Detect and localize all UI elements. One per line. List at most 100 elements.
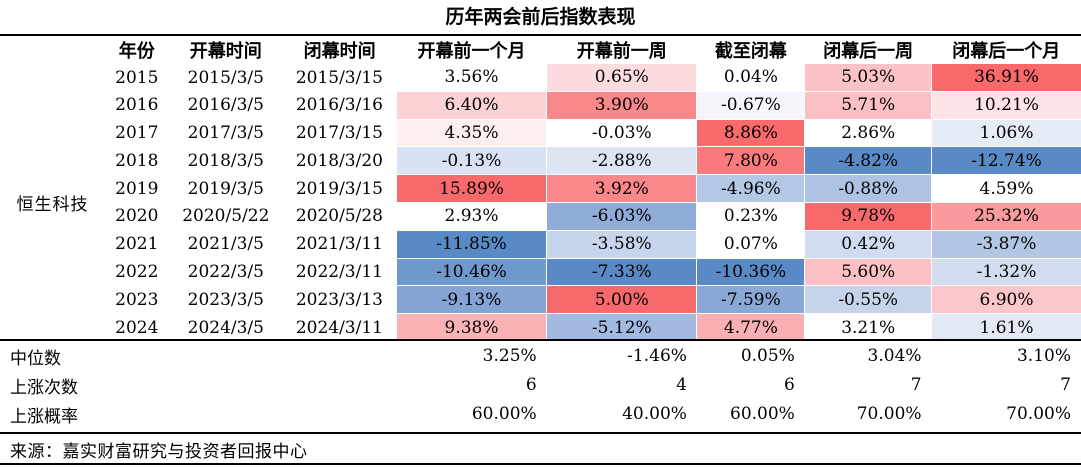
table-row: 2020 2020/5/22 2020/5/28 2.93% -6.03% 0.23% 9.… xyxy=(0,202,1081,231)
value-cell: 36.91% xyxy=(931,64,1081,92)
value-cell: 10.21% xyxy=(931,91,1081,120)
header-after-month: 闭幕后一个月 xyxy=(952,41,1061,62)
value-cell: 4.35% xyxy=(395,119,547,148)
table-row: 2023 2023/3/5 2023/3/13 -9.13% 5.00% -7.59% -0… xyxy=(0,285,1081,315)
summary-value: 4 xyxy=(676,375,687,396)
value-cell: -12.74% xyxy=(931,146,1081,176)
summary-label: 上涨次数 xyxy=(10,377,78,398)
header-to-close: 截至闭幕 xyxy=(714,41,787,62)
value-cell: 0.04% xyxy=(696,64,805,92)
close-date-cell: 2018/3/20 xyxy=(295,150,383,171)
summary-value: 3.10% xyxy=(1016,346,1071,367)
open-date-cell: 2021/3/5 xyxy=(187,234,264,255)
value-cell: 3.21% xyxy=(804,313,932,342)
summary-value: 7 xyxy=(1060,375,1071,396)
year-cell: 2017 xyxy=(115,122,159,143)
summary-rule xyxy=(0,339,1081,341)
summary-value: 70.00% xyxy=(1006,404,1071,425)
value-cell: -5.12% xyxy=(546,313,697,342)
summary-value: 3.25% xyxy=(482,346,537,367)
value-cell: 9.78% xyxy=(804,202,932,231)
value-cell: 1.61% xyxy=(931,313,1081,342)
value-cell: -1.32% xyxy=(931,258,1081,287)
close-date-cell: 2023/3/13 xyxy=(295,289,383,310)
value-cell: 25.32% xyxy=(931,202,1081,231)
value-cell: -0.67% xyxy=(696,91,805,120)
value-cell: -9.13% xyxy=(395,285,547,315)
value-cell: 0.23% xyxy=(696,202,805,231)
value-cell: 5.60% xyxy=(804,258,932,287)
summary-value: 60.00% xyxy=(730,404,795,425)
value-cell: 0.65% xyxy=(546,64,697,92)
value-cell: -2.88% xyxy=(546,146,697,176)
summary-value: 0.05% xyxy=(740,346,795,367)
value-cell: 0.07% xyxy=(696,230,805,259)
close-date-cell: 2020/5/28 xyxy=(295,206,383,227)
value-cell: 5.03% xyxy=(804,64,932,92)
table-row: 2022 2022/3/5 2022/3/11 -10.46% -7.33% -10.36… xyxy=(0,258,1081,287)
table-title: 历年两会前后指数表现 xyxy=(445,6,636,28)
close-date-cell: 2019/3/15 xyxy=(295,178,383,199)
value-cell: -4.82% xyxy=(804,146,932,176)
header-row: 年份 开幕时间 闭幕时间 开幕前一个月 开幕前一周 截至闭幕 闭幕后一周 闭幕后… xyxy=(0,36,1081,64)
value-cell: 4.59% xyxy=(931,174,1081,203)
year-cell: 2018 xyxy=(115,150,159,171)
close-date-cell: 2017/3/15 xyxy=(295,122,383,143)
open-date-cell: 2015/3/5 xyxy=(187,67,264,88)
header-before-month: 开幕前一个月 xyxy=(417,41,526,62)
source-note: 来源：嘉实财富研究与投资者回报中心 xyxy=(10,442,308,462)
table-row: 2021 2021/3/5 2021/3/11 -11.85% -3.58% 0.07% 0… xyxy=(0,230,1081,259)
value-cell: 6.90% xyxy=(931,285,1081,315)
open-date-cell: 2018/3/5 xyxy=(187,150,264,171)
value-cell: -7.33% xyxy=(546,258,697,287)
open-date-cell: 2020/5/22 xyxy=(182,206,270,227)
open-date-cell: 2023/3/5 xyxy=(187,289,264,310)
value-cell: 9.38% xyxy=(395,313,547,342)
summary-value: -1.46% xyxy=(627,346,687,367)
year-cell: 2022 xyxy=(115,261,159,282)
source-rule xyxy=(0,432,1081,434)
header-year: 年份 xyxy=(118,41,155,62)
table-row: 2019 2019/3/5 2019/3/15 15.89% 3.92% -4.96% -0… xyxy=(0,174,1081,203)
close-date-cell: 2022/3/11 xyxy=(295,261,383,282)
open-date-cell: 2024/3/5 xyxy=(187,317,264,338)
summary-row: 中位数 3.25% -1.46% 0.05% 3.04% 3.10% xyxy=(0,341,1081,371)
year-cell: 2024 xyxy=(115,317,159,338)
summary-label: 上涨概率 xyxy=(10,406,78,427)
table-row: 2018 2018/3/5 2018/3/20 -0.13% -2.88% 7.80% -4… xyxy=(0,146,1081,176)
summary-value: 70.00% xyxy=(856,404,922,425)
value-cell: 5.71% xyxy=(804,91,932,120)
index-performance-table: 年份 开幕时间 闭幕时间 开幕前一个月 开幕前一周 截至闭幕 闭幕后一周 闭幕后… xyxy=(0,36,1081,429)
summary-value: 60.00% xyxy=(471,404,537,425)
value-cell: 0.42% xyxy=(804,230,932,259)
value-cell: -7.59% xyxy=(696,285,805,315)
header-before-week: 开幕前一周 xyxy=(576,41,667,62)
year-cell: 2020 xyxy=(115,206,159,227)
close-date-cell: 2024/3/11 xyxy=(295,317,383,338)
value-cell: -6.03% xyxy=(546,202,697,231)
summary-row: 上涨次数 6 4 6 7 7 xyxy=(0,371,1081,400)
value-cell: 3.90% xyxy=(546,91,697,120)
index-name-cell: 恒生科技 xyxy=(16,195,89,216)
bottom-rule xyxy=(0,463,1081,465)
value-cell: -0.03% xyxy=(546,119,697,148)
header-close-date: 闭幕时间 xyxy=(303,41,376,62)
year-cell: 2015 xyxy=(115,67,159,88)
summary-value: 7 xyxy=(910,375,922,396)
open-date-cell: 2016/3/5 xyxy=(187,95,264,116)
summary-rows: 中位数 3.25% -1.46% 0.05% 3.04% 3.10% 上涨次数 6 4 6 7 7 上涨… xyxy=(0,341,1081,429)
summary-label: 中位数 xyxy=(10,348,61,369)
close-date-cell: 2016/3/16 xyxy=(295,95,383,116)
year-cell: 2021 xyxy=(115,234,159,255)
open-date-cell: 2022/3/5 xyxy=(187,261,264,282)
year-cell: 2019 xyxy=(115,178,159,199)
value-cell: 2.93% xyxy=(395,202,547,231)
header-open-date: 开幕时间 xyxy=(189,41,262,62)
value-cell: -0.13% xyxy=(395,146,547,176)
value-cell: 6.40% xyxy=(395,91,547,120)
table-row: 2017 2017/3/5 2017/3/15 4.35% -0.03% 8.86% 2.8… xyxy=(0,119,1081,148)
header-after-week: 闭幕后一周 xyxy=(823,41,914,62)
value-cell: 4.77% xyxy=(696,313,805,342)
close-date-cell: 2015/3/15 xyxy=(295,67,383,88)
year-cell: 2023 xyxy=(115,289,159,310)
